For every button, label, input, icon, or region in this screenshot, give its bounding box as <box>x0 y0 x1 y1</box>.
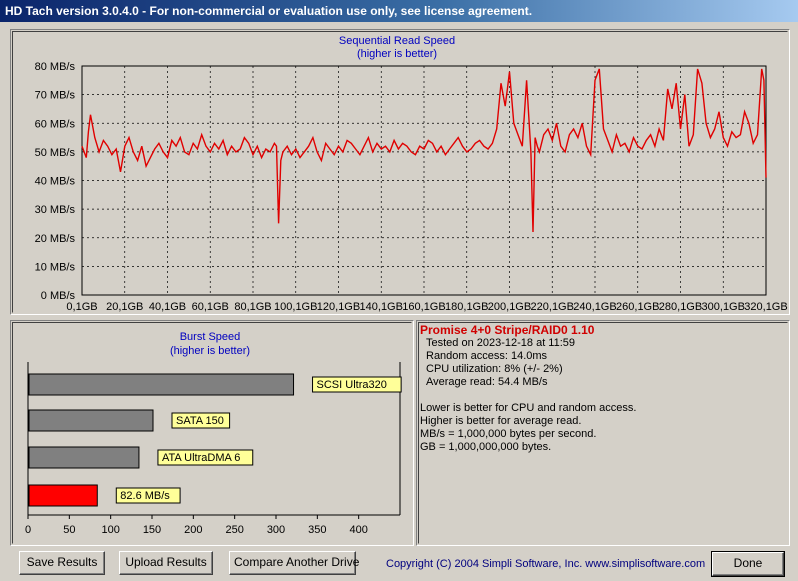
random-access: Random access: 14.0ms <box>426 350 548 362</box>
burst-x-tick-label: 100 <box>101 524 119 536</box>
save-results-button[interactable]: Save Results <box>19 551 105 575</box>
burst-x-tick-label: 150 <box>143 524 161 536</box>
burst-bar-label-box <box>171 412 231 429</box>
burst-bar-label-box <box>157 449 254 466</box>
read-y-tick-label: 0 MB/s <box>41 290 76 302</box>
read-speed-chart: Sequential Read Speed (higher is better)… <box>35 35 788 313</box>
read-x-tick-label: 300,1GB <box>702 301 745 313</box>
burst-chart-title: Burst Speed <box>180 331 241 343</box>
upload-results-button[interactable]: Upload Results <box>119 551 213 575</box>
burst-x-tick-label: 50 <box>63 524 75 536</box>
burst-bar-label-box <box>312 376 402 393</box>
window-title: HD Tach version 3.0.4.0 - For non-commer… <box>5 4 533 18</box>
read-x-tick-label: 220,1GB <box>531 301 574 313</box>
burst-x-tick-label: 300 <box>267 524 285 536</box>
burst-bar-label-box <box>115 487 181 504</box>
read-plot-frame <box>81 65 767 296</box>
read-chart-title: Sequential Read Speed <box>339 35 455 47</box>
burst-x-tick-label: 250 <box>225 524 243 536</box>
drive-name: Promise 4+0 Stripe/RAID0 1.10 <box>420 323 595 337</box>
done-button[interactable]: Done <box>711 551 785 577</box>
burst-bar <box>28 446 140 469</box>
read-y-tick-label: 50 MB/s <box>35 147 76 159</box>
read-y-tick-label: 60 MB/s <box>35 118 76 130</box>
burst-x-tick-label: 0 <box>25 524 31 536</box>
burst-bar <box>28 484 98 507</box>
read-x-tick-label: 140,1GB <box>360 301 403 313</box>
burst-speed-chart: Burst Speed (higher is better) SCSI Ultr… <box>25 331 402 536</box>
read-x-tick-label: 240,1GB <box>573 301 616 313</box>
read-x-tick-label: 260,1GB <box>616 301 659 313</box>
read-x-tick-label: 40,1GB <box>149 301 186 313</box>
read-x-tick-label: 320,1GB <box>744 301 787 313</box>
read-series-line <box>81 68 767 233</box>
copyright-text: Copyright (C) 2004 Simpli Software, Inc.… <box>386 558 706 570</box>
burst-x-tick-label: 200 <box>184 524 202 536</box>
read-speed-panel <box>10 29 790 315</box>
title-bar[interactable]: HD Tach version 3.0.4.0 - For non-commer… <box>0 0 798 22</box>
burst-bar-label: 82.6 MB/s <box>120 490 170 502</box>
read-y-tick-label: 80 MB/s <box>35 61 76 73</box>
burst-bar <box>28 409 154 432</box>
burst-x-tick-label: 350 <box>308 524 326 536</box>
read-x-tick-label: 160,1GB <box>402 301 445 313</box>
note-higher-better: Higher is better for average read. <box>420 415 582 427</box>
cpu-utilization: CPU utilization: 8% (+/- 2%) <box>426 363 563 375</box>
burst-bar <box>28 373 295 396</box>
burst-x-tick-label: 400 <box>349 524 367 536</box>
read-x-tick-label: 0,1GB <box>66 301 97 313</box>
tested-on: Tested on 2023-12-18 at 11:59 <box>426 337 576 349</box>
read-y-tick-label: 10 MB/s <box>35 261 76 273</box>
read-y-tick-label: 40 MB/s <box>35 176 76 188</box>
read-y-tick-label: 30 MB/s <box>35 204 76 216</box>
burst-bar-label: SATA 150 <box>176 415 224 427</box>
burst-speed-panel <box>10 320 414 546</box>
read-x-tick-label: 80,1GB <box>234 301 271 313</box>
read-x-tick-label: 120,1GB <box>317 301 360 313</box>
read-y-tick-label: 70 MB/s <box>35 90 76 102</box>
note-mbs-definition: MB/s = 1,000,000 bytes per second. <box>420 428 597 440</box>
read-x-tick-label: 60,1GB <box>192 301 229 313</box>
read-x-tick-label: 200,1GB <box>488 301 531 313</box>
burst-bar-label: ATA UltraDMA 6 <box>162 452 240 464</box>
read-chart-subtitle: (higher is better) <box>357 48 437 60</box>
read-x-tick-label: 280,1GB <box>659 301 702 313</box>
compare-drive-button[interactable]: Compare Another Drive <box>229 551 359 575</box>
results-info: Promise 4+0 Stripe/RAID0 1.10 Tested on … <box>418 322 788 544</box>
read-x-tick-label: 20,1GB <box>106 301 143 313</box>
read-y-tick-label: 20 MB/s <box>35 233 76 245</box>
average-read: Average read: 54.4 MB/s <box>426 376 548 388</box>
burst-bar-label: SCSI Ultra320 <box>317 379 387 391</box>
burst-chart-subtitle: (higher is better) <box>170 345 250 357</box>
read-x-tick-label: 100,1GB <box>274 301 317 313</box>
read-x-tick-label: 180,1GB <box>445 301 488 313</box>
note-gb-definition: GB = 1,000,000,000 bytes. <box>420 441 552 453</box>
note-lower-better: Lower is better for CPU and random acces… <box>420 402 637 414</box>
results-panel <box>416 320 790 546</box>
